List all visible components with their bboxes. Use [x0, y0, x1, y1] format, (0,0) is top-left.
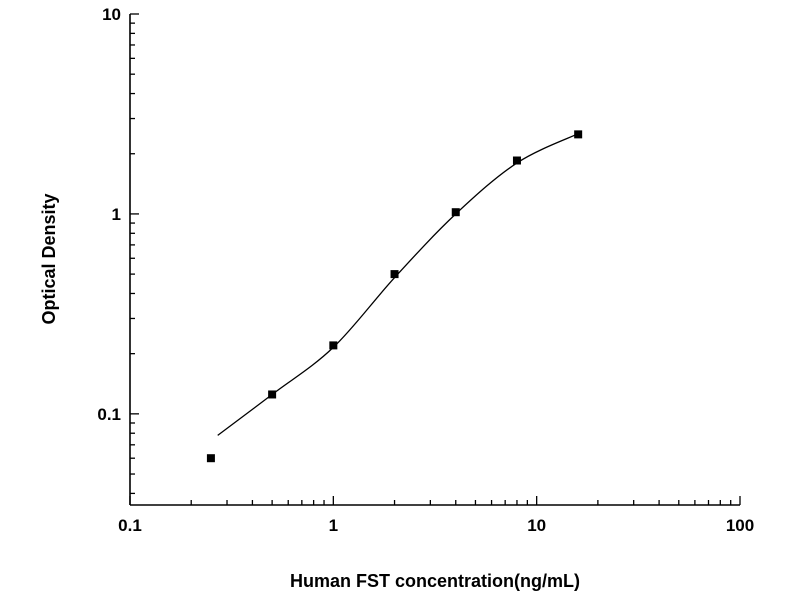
- x-tick-label: 100: [726, 516, 754, 535]
- data-point: [451, 208, 460, 217]
- data-point: [268, 390, 277, 399]
- x-tick-label: 10: [527, 516, 546, 535]
- y-tick-label: 0.1: [97, 405, 121, 424]
- y-axis-title: Optical Density: [39, 193, 59, 324]
- x-tick-label: 0.1: [118, 516, 142, 535]
- data-point: [574, 130, 583, 139]
- x-axis-title: Human FST concentration(ng/mL): [290, 571, 580, 591]
- data-point: [390, 270, 399, 279]
- data-point: [329, 341, 338, 350]
- x-tick-label: 1: [329, 516, 338, 535]
- y-tick-label: 10: [102, 5, 121, 24]
- data-point: [512, 156, 521, 165]
- y-tick-label: 1: [112, 205, 121, 224]
- data-point: [206, 454, 215, 463]
- fit-curve: [217, 133, 579, 436]
